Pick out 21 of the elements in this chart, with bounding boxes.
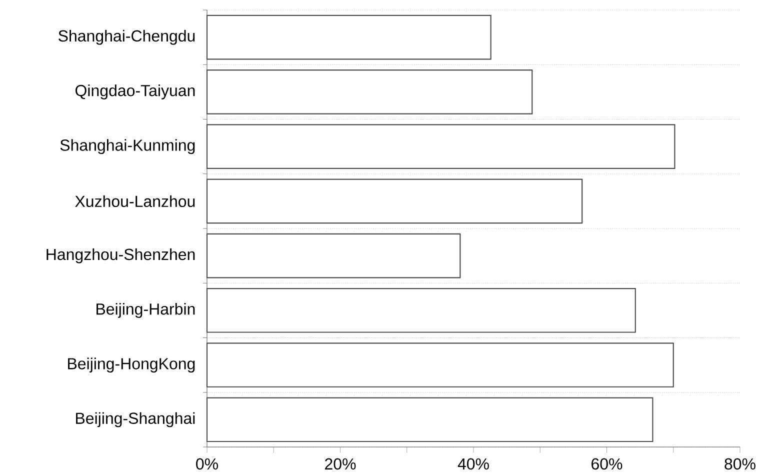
x-tick-label: 20% (325, 458, 356, 470)
y-tick-label: Xuzhou-Lanzhou (75, 195, 195, 208)
bar (206, 233, 461, 278)
y-tick-label: Beijing-HongKong (68, 358, 195, 373)
bar (206, 124, 676, 169)
bar (206, 342, 674, 388)
x-tick-label: 60% (592, 458, 622, 470)
y-tick-label: Qingdao-Taiyuan (76, 84, 195, 100)
x-tick-label: 40% (458, 458, 489, 470)
y-tick-label: Beijing-Shanghai (76, 412, 195, 428)
bar (206, 397, 654, 442)
y-tick-label: Shanghai-Chengdu (58, 30, 195, 45)
bar (206, 14, 492, 60)
x-tick-label: 0% (196, 458, 218, 470)
bar (206, 70, 533, 114)
y-tick-label: Shanghai-Kunming (60, 139, 195, 154)
bar (206, 288, 636, 333)
y-tick-label: Beijing-Harbin (96, 302, 195, 318)
y-tick-label: Hangzhou-Shenzhen (46, 248, 195, 264)
x-tick-label: 80% (724, 458, 756, 470)
bar (206, 178, 583, 224)
